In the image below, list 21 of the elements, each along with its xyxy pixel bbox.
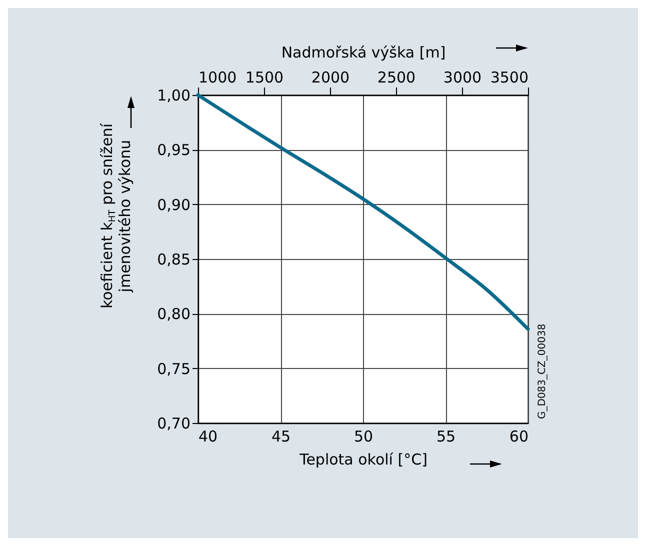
y-tick-label: 0,75 [157, 360, 190, 378]
x2-tick-label: 2000 [311, 68, 350, 86]
y-tick-label: 0,90 [157, 196, 190, 214]
x-tick-label: 50 [354, 428, 374, 446]
y-tick-label: 1,00 [157, 86, 190, 104]
x2-tick-label: 3000 [443, 68, 482, 86]
x-tick-label: 40 [198, 428, 218, 446]
y-tick-label: 0,85 [157, 250, 190, 268]
text: G_D083_CZ_00038 [537, 324, 548, 419]
x2-tick-label: 2500 [377, 68, 416, 86]
x2-tick-label: 1000 [198, 68, 237, 86]
y-tick-label: 0,80 [157, 305, 190, 324]
x-tick-label: 45 [271, 428, 291, 446]
x-tick-label: 60 [509, 428, 528, 446]
x2-tick-label: 1500 [245, 68, 284, 86]
y-tick-label: 0,95 [157, 141, 190, 160]
y-tick-label: 0,70 [157, 414, 190, 432]
x2-tick-label: 3500 [490, 68, 528, 86]
x-axis-title: Teplota okolí [°C] [298, 450, 428, 468]
x2-axis-title: Nadmořská výška [m] [281, 44, 446, 62]
x-tick-label: 55 [436, 428, 456, 446]
